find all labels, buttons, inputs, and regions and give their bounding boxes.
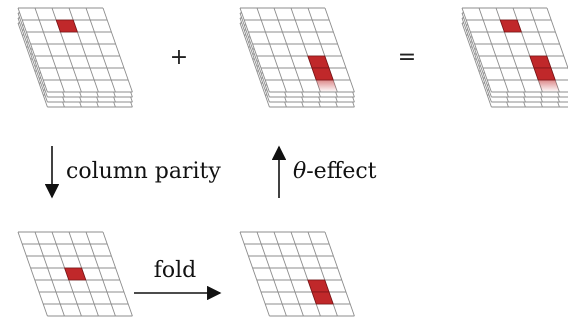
lattice-layer-background — [240, 8, 355, 92]
plus-sign: + — [170, 45, 188, 70]
grid-column-line — [34, 7, 65, 93]
grid-column-line — [256, 231, 287, 317]
highlighted-cell — [311, 67, 334, 81]
lattice-layer-background — [18, 8, 133, 92]
faded-highlight-cell — [316, 80, 338, 92]
highlighted-cell — [55, 19, 78, 33]
equals-sign: = — [398, 45, 416, 70]
result-stack — [461, 7, 568, 108]
lattice-layer-0 — [239, 231, 355, 317]
grid-column-line — [546, 7, 568, 70]
grid-column-line — [85, 7, 116, 93]
highlighted-cell — [499, 19, 522, 33]
grid-column-line — [102, 7, 133, 93]
state-a-stack — [17, 7, 133, 108]
grid-column-line — [34, 231, 65, 317]
grid-column-line — [17, 231, 48, 317]
grid-column-line — [239, 22, 270, 108]
grid-column-line — [461, 7, 492, 93]
grid-column-line — [239, 12, 270, 98]
grid-column-line — [273, 7, 304, 93]
grid-column-line — [461, 22, 492, 108]
theta-symbol: θ — [293, 159, 306, 184]
highlighted-cell — [307, 279, 330, 293]
grid-column-line — [478, 7, 509, 93]
grid-column-line — [239, 231, 270, 317]
highlighted-cell — [64, 267, 87, 281]
grid-column-line — [239, 7, 270, 93]
grid-column-line — [461, 12, 492, 98]
grid-column-line — [256, 7, 287, 93]
highlighted-cell — [307, 55, 330, 69]
column-parity-label: column parity — [66, 159, 221, 184]
highlighted-cell — [311, 291, 334, 305]
grid-column-line — [85, 231, 116, 317]
fold-label: fold — [154, 258, 197, 283]
grid-column-line — [17, 7, 48, 93]
highlighted-cell — [529, 55, 552, 69]
grid-column-line — [461, 17, 492, 103]
grid-column-line — [17, 22, 48, 108]
grid-column-line — [17, 17, 48, 103]
grid-column-line — [102, 231, 133, 317]
folded-plane — [239, 231, 355, 317]
lattice-layer-0 — [239, 7, 355, 93]
lattice-layer-background — [240, 232, 355, 316]
theta-effect-label: θ-effect — [293, 159, 377, 184]
theta-effect-stack — [239, 7, 355, 108]
theta-effect-suffix: -effect — [306, 159, 376, 184]
column-parity-plane — [17, 231, 133, 317]
grid-column-line — [273, 231, 304, 317]
lattice-layer-0 — [17, 7, 133, 93]
grid-column-line — [324, 7, 355, 93]
faded-highlight-cell — [538, 80, 560, 92]
grid-column-line — [17, 12, 48, 98]
grid-column-line — [324, 231, 355, 317]
grid-column-line — [239, 17, 270, 103]
highlighted-cell — [533, 67, 556, 81]
